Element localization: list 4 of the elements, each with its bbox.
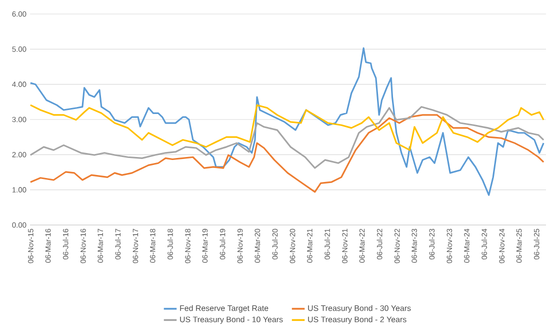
line-series	[30, 114, 544, 193]
line-series	[30, 104, 544, 151]
line-series	[30, 106, 544, 169]
line-series	[30, 47, 544, 196]
